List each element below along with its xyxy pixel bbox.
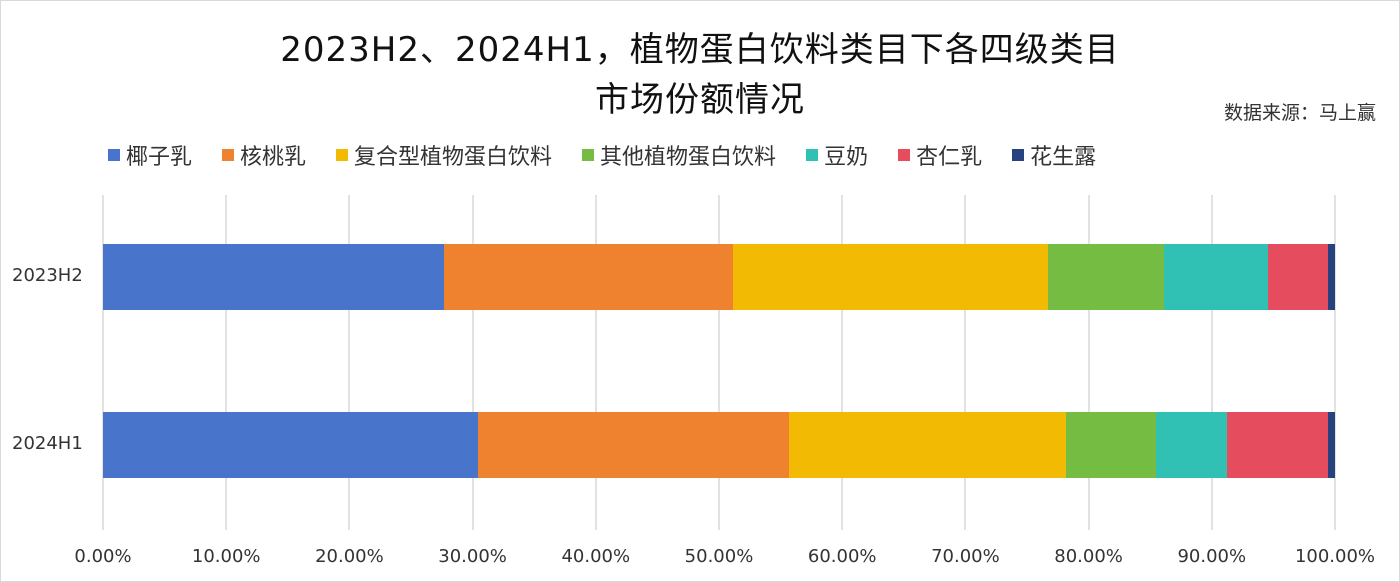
gridline [1210, 195, 1213, 530]
bar-segment [1268, 244, 1328, 310]
bar-segment [732, 244, 1048, 310]
legend-swatch-icon [222, 149, 235, 161]
bar-segment [1163, 244, 1269, 310]
gridline [841, 195, 844, 530]
bar-segment [1066, 412, 1157, 478]
legend-item: 豆奶 [806, 139, 868, 171]
bar-segment [789, 412, 1067, 478]
x-tick-label: 70.00% [931, 546, 1000, 567]
x-tick-label: 20.00% [315, 546, 384, 567]
bar-segment [103, 412, 478, 478]
bar-segment [103, 244, 445, 310]
gridline [1334, 195, 1336, 530]
x-tick-label: 50.00% [684, 546, 754, 567]
gridline [348, 195, 351, 530]
legend-label: 核桃乳 [240, 145, 307, 170]
gridline [102, 195, 104, 530]
x-tick-label: 30.00% [438, 546, 507, 567]
x-tick-label: 100.00% [1294, 546, 1376, 567]
legend-label: 复合型植物蛋白饮料 [354, 145, 553, 170]
x-tick-label: 0.00% [74, 546, 132, 567]
legend-label: 花生露 [1030, 145, 1097, 170]
x-tick-label: 40.00% [561, 546, 631, 567]
legend-label: 椰子乳 [126, 145, 193, 170]
data-source: 数据来源：马上赢 [1223, 102, 1376, 124]
y-tick-label: 2023H2 [12, 265, 83, 286]
bar-segment [1327, 244, 1335, 310]
bar-2023H2 [103, 244, 1335, 310]
bar-segment [1226, 412, 1328, 478]
legend-swatch-icon [1012, 149, 1025, 161]
x-tick-label: 10.00% [191, 546, 261, 567]
gridline [225, 195, 228, 530]
legend-swatch-icon [108, 149, 120, 161]
legend-swatch-icon [806, 149, 819, 161]
legend: 椰子乳 核桃乳 复合型植物蛋白饮料 其他植物蛋白饮料 豆奶 杏仁乳 花生露 [108, 139, 1096, 171]
legend-item: 杏仁乳 [898, 139, 982, 171]
legend-item: 椰子乳 [108, 139, 192, 171]
gridline [471, 195, 474, 530]
bar-2024H1 [103, 412, 1335, 478]
legend-label: 杏仁乳 [916, 145, 983, 170]
x-tick-label: 60.00% [807, 546, 877, 567]
bar-segment [477, 412, 790, 478]
legend-item: 核桃乳 [222, 139, 306, 171]
plot-area [102, 195, 1336, 530]
gridline [1087, 195, 1090, 530]
legend-item: 其他植物蛋白饮料 [582, 139, 776, 171]
bar-segment [444, 244, 733, 310]
y-tick-label: 2024H1 [12, 433, 83, 454]
chart-title-line2: 市场份额情况 [595, 80, 805, 120]
bar-segment [1047, 244, 1164, 310]
legend-swatch-icon [898, 149, 911, 161]
x-tick-label: 90.00% [1177, 546, 1247, 567]
legend-swatch-icon [582, 149, 595, 161]
x-tick-label: 80.00% [1054, 546, 1123, 567]
legend-swatch-icon [336, 149, 349, 161]
legend-label: 其他植物蛋白饮料 [600, 145, 777, 170]
bar-segment [1156, 412, 1227, 478]
chart-title-line1: 2023H2、2024H1，植物蛋白饮料类目下各四级类目 [280, 30, 1120, 70]
legend-item: 花生露 [1012, 139, 1096, 171]
legend-label: 豆奶 [824, 145, 869, 170]
bar-segment [1327, 412, 1335, 478]
gridline [718, 195, 720, 530]
legend-item: 复合型植物蛋白饮料 [336, 139, 552, 171]
gridline [594, 195, 597, 530]
gridline [964, 195, 967, 530]
